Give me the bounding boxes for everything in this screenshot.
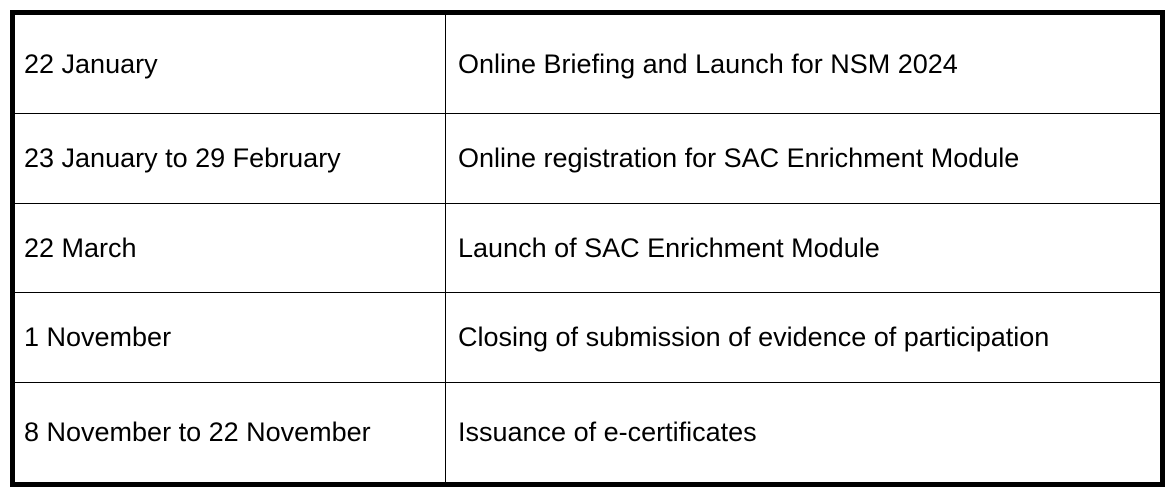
table-row: 22 January Online Briefing and Launch fo… bbox=[15, 15, 1160, 114]
date-cell: 8 November to 22 November bbox=[15, 383, 446, 482]
table-row: 1 November Closing of submission of evid… bbox=[15, 293, 1160, 383]
table-row: 22 March Launch of SAC Enrichment Module bbox=[15, 204, 1160, 293]
table-row: 23 January to 29 February Online registr… bbox=[15, 114, 1160, 204]
date-cell: 23 January to 29 February bbox=[15, 114, 446, 203]
date-cell: 22 March bbox=[15, 204, 446, 292]
table-row: 8 November to 22 November Issuance of e-… bbox=[15, 383, 1160, 482]
event-cell: Closing of submission of evidence of par… bbox=[458, 322, 1050, 352]
event-cell: Online registration for SAC Enrichment M… bbox=[458, 143, 1020, 173]
date-cell: 22 January bbox=[15, 15, 446, 113]
schedule-table: 22 January Online Briefing and Launch fo… bbox=[10, 10, 1165, 487]
event-cell: Online Briefing and Launch for NSM 2024 bbox=[458, 48, 958, 79]
date-cell: 1 November bbox=[15, 293, 446, 382]
event-cell: Issuance of e-certificates bbox=[458, 417, 757, 447]
event-cell: Launch of SAC Enrichment Module bbox=[458, 232, 880, 263]
